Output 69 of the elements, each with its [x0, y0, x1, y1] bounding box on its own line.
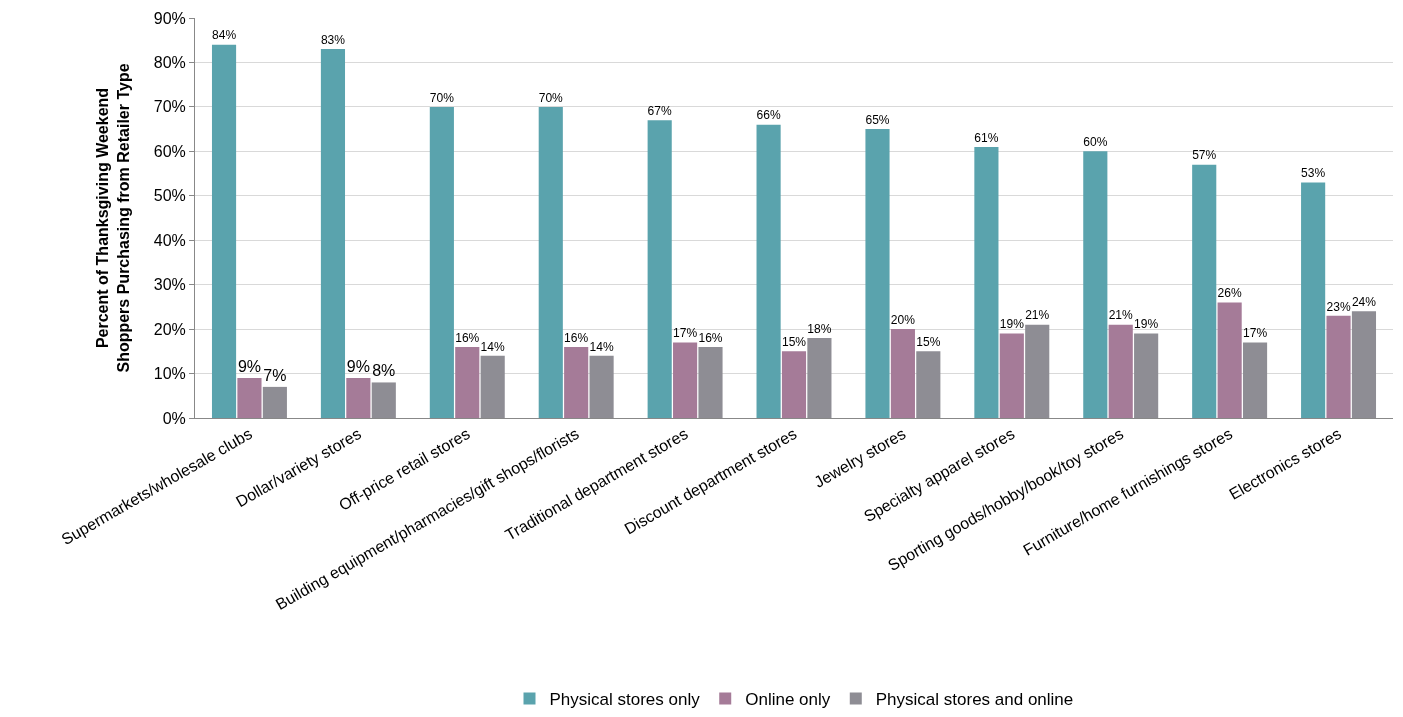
data-label: 19%: [999, 317, 1025, 332]
data-label: 17%: [1242, 326, 1268, 341]
data-label: 61%: [974, 130, 999, 145]
bar: [1301, 182, 1326, 418]
y-tick-label: 10%: [153, 365, 186, 383]
data-label: 53%: [1301, 166, 1326, 181]
y-tick-label: 0%: [162, 409, 186, 427]
y-tick-label: 50%: [153, 187, 186, 205]
data-label: 14%: [589, 339, 614, 354]
data-label: 9%: [346, 358, 370, 375]
y-tick-label: 90%: [153, 9, 186, 27]
bar: [1192, 164, 1217, 418]
data-label: 70%: [538, 90, 564, 105]
data-label: 24%: [1351, 295, 1377, 310]
bar: [647, 120, 672, 418]
bar: [890, 329, 915, 418]
data-label: 7%: [263, 366, 287, 384]
data-label: 17%: [673, 326, 698, 341]
bar: [974, 146, 999, 418]
bar: [1217, 302, 1242, 418]
y-tick-label: 40%: [153, 231, 186, 249]
bar: [756, 124, 781, 418]
legend-label: Online only: [745, 690, 831, 710]
bar: [1108, 324, 1133, 418]
bar: [538, 106, 563, 418]
data-label: 67%: [647, 103, 673, 118]
bar: [429, 106, 454, 418]
y-tick-label: 30%: [153, 276, 186, 294]
data-label: 19%: [1134, 317, 1159, 332]
data-label: 21%: [1025, 308, 1050, 323]
data-label: 14%: [480, 339, 506, 354]
bar: [781, 351, 807, 418]
legend-label: Physical stores only: [549, 690, 701, 710]
bar: [346, 378, 371, 418]
bar: [211, 44, 237, 418]
bar: [999, 333, 1024, 418]
data-label: 21%: [1108, 308, 1134, 323]
data-label: 9%: [237, 358, 262, 375]
bar: [564, 346, 589, 418]
y-tick-label: 60%: [153, 142, 186, 160]
data-label: 65%: [865, 112, 890, 127]
data-label: 20%: [890, 312, 916, 327]
data-label: 70%: [429, 90, 455, 105]
data-label: 16%: [455, 330, 480, 345]
y-axis-title: Percent of Thanksgiving Weekend Shoppers Purchasing from Retailer Type: [93, 63, 132, 373]
bar: [237, 378, 262, 418]
data-label: 15%: [781, 335, 807, 350]
y-tick-label: 20%: [153, 320, 186, 338]
data-label: 60%: [1083, 135, 1108, 150]
legend-label: Physical stores and online: [875, 690, 1074, 710]
data-label: 57%: [1192, 148, 1217, 163]
bar: [673, 342, 698, 418]
bar: [1326, 315, 1351, 418]
data-label: 16%: [564, 330, 589, 345]
bar: [320, 49, 346, 418]
data-label: 84%: [211, 28, 237, 43]
data-label: 18%: [807, 321, 832, 336]
bar: [1083, 151, 1108, 418]
bar: [455, 346, 480, 418]
data-label: 26%: [1217, 286, 1242, 301]
data-label: 15%: [916, 335, 941, 350]
data-label: 83%: [320, 32, 346, 47]
data-label: 16%: [698, 330, 723, 345]
y-tick-label: 70%: [153, 98, 186, 116]
data-label: 8%: [372, 362, 396, 380]
bar: [865, 129, 890, 418]
y-tick-label: 80%: [153, 54, 186, 72]
data-label: 23%: [1326, 299, 1351, 314]
data-label: 66%: [756, 108, 781, 123]
